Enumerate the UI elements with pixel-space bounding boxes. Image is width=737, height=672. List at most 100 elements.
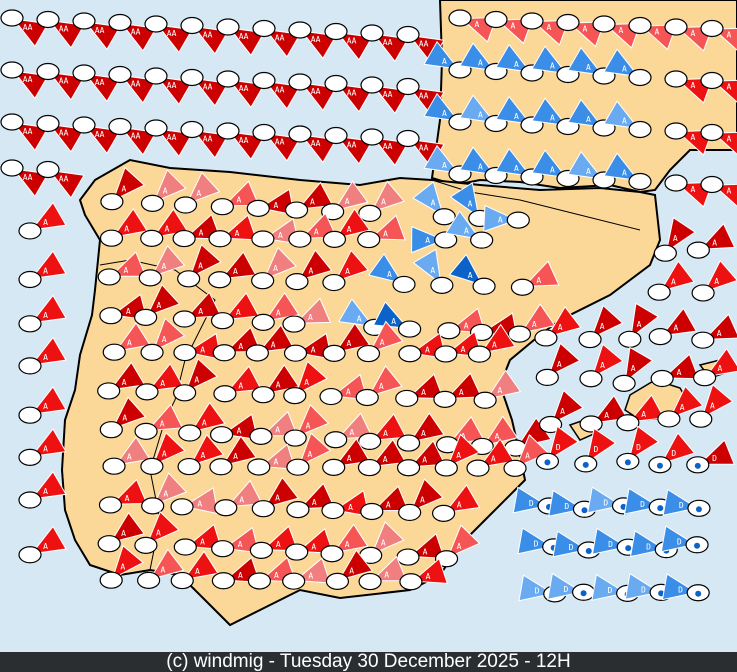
symbol-label: A — [478, 59, 483, 68]
station-ellipse — [97, 268, 121, 286]
raindrop-icon — [695, 506, 702, 513]
symbol-label: AA — [95, 26, 105, 35]
symbol-label: A — [312, 498, 317, 507]
station-ellipse — [322, 344, 346, 362]
wind-symbol: A — [503, 433, 549, 477]
wind-triangle — [156, 24, 193, 54]
wind-symbol: A — [616, 394, 665, 432]
station-ellipse — [691, 284, 715, 302]
symbol-label: A — [121, 529, 126, 538]
station-ellipse — [657, 410, 681, 428]
station-ellipse — [283, 387, 307, 405]
symbol-label: A — [238, 342, 243, 351]
wind-triangle — [111, 478, 148, 505]
station-ellipse — [134, 536, 158, 554]
station-ellipse — [503, 459, 527, 477]
wind-symbol: AA — [72, 12, 121, 51]
station-ellipse — [100, 193, 124, 211]
wind-symbol: A — [18, 525, 67, 564]
wind-symbol: A — [535, 342, 581, 387]
station-ellipse — [97, 535, 121, 553]
wind-symbol: A — [173, 358, 219, 402]
symbol-label: A — [457, 542, 462, 551]
symbol-label: A — [237, 427, 242, 436]
symbol-label: A — [475, 20, 480, 29]
symbol-label: A — [124, 266, 129, 275]
symbol-label: A — [674, 324, 679, 333]
raindrop-icon — [658, 590, 665, 597]
symbol-label: A — [239, 496, 244, 505]
symbol-label: D — [603, 499, 608, 508]
wind-symbol: AA — [360, 24, 409, 63]
symbol-label: A — [43, 266, 48, 275]
wind-symbol: A — [141, 472, 188, 515]
wind-symbol: AA — [252, 123, 301, 162]
station-ellipse — [506, 211, 530, 229]
symbol-label: A — [126, 307, 131, 316]
symbol-label: A — [421, 388, 426, 397]
wind-symbol: A — [249, 525, 299, 559]
station-ellipse — [216, 18, 240, 36]
station-ellipse — [209, 458, 233, 476]
symbol-label: A — [156, 528, 161, 537]
station-ellipse — [579, 370, 603, 388]
station-ellipse — [693, 369, 717, 387]
symbol-label: D — [556, 443, 561, 452]
station-ellipse — [470, 231, 494, 249]
station-ellipse — [392, 275, 416, 294]
wind-symbol: A — [448, 253, 496, 295]
depression-symbol: D — [574, 427, 617, 473]
symbol-label: A — [622, 169, 627, 178]
wind-triangle — [370, 180, 405, 213]
wind-symbol: AA — [324, 126, 373, 165]
wind-triangle — [149, 548, 185, 580]
station-ellipse — [0, 9, 24, 27]
wind-symbol: A — [208, 251, 257, 289]
wind-triangle — [333, 180, 369, 212]
raindrop-icon — [694, 542, 701, 549]
station-ellipse — [473, 391, 497, 409]
wind-triangle — [628, 425, 660, 461]
symbol-label: A — [383, 455, 388, 464]
wind-triangle — [192, 77, 229, 107]
station-ellipse — [286, 458, 310, 476]
symbol-label: AA — [203, 135, 213, 144]
station-ellipse — [251, 313, 275, 331]
symbol-label: A — [346, 388, 351, 397]
symbol-label: A — [345, 267, 350, 276]
wind-symbol: A — [322, 437, 371, 476]
symbol-label: A — [311, 346, 316, 355]
wind-triangle — [483, 204, 518, 233]
raindrop-icon — [625, 545, 632, 552]
wind-symbol: A — [691, 259, 737, 302]
wind-symbol: A — [432, 484, 481, 522]
wind-triangle — [411, 225, 446, 254]
symbol-label: A — [157, 301, 162, 310]
symbol-label: A — [387, 270, 392, 279]
symbol-label: A — [604, 411, 609, 420]
wind-symbol: AA — [252, 71, 301, 110]
wind-symbol: A — [436, 416, 485, 454]
wind-symbol: AA — [0, 9, 49, 48]
symbol-label: A — [727, 83, 732, 92]
raindrop-icon — [544, 459, 551, 466]
wind-triangle — [300, 212, 337, 239]
wind-triangle — [262, 525, 299, 552]
station-ellipse — [284, 201, 309, 219]
station-ellipse — [325, 572, 350, 590]
symbol-label: A — [655, 28, 660, 37]
station-ellipse — [210, 312, 235, 330]
wind-symbol: A — [686, 222, 736, 259]
wind-triangle — [336, 31, 373, 61]
wind-symbol: AA — [216, 18, 265, 57]
station-ellipse — [18, 315, 42, 333]
station-ellipse — [648, 328, 672, 346]
wind-symbol: AA — [360, 76, 409, 115]
wind-symbol: A — [579, 343, 624, 388]
wind-symbol: AA — [180, 68, 229, 107]
station-ellipse — [138, 269, 162, 287]
wind-symbol: A — [467, 323, 516, 363]
symbol-label: AA — [275, 138, 285, 147]
wind-triangle — [30, 336, 67, 366]
wind-triangle — [712, 183, 737, 210]
